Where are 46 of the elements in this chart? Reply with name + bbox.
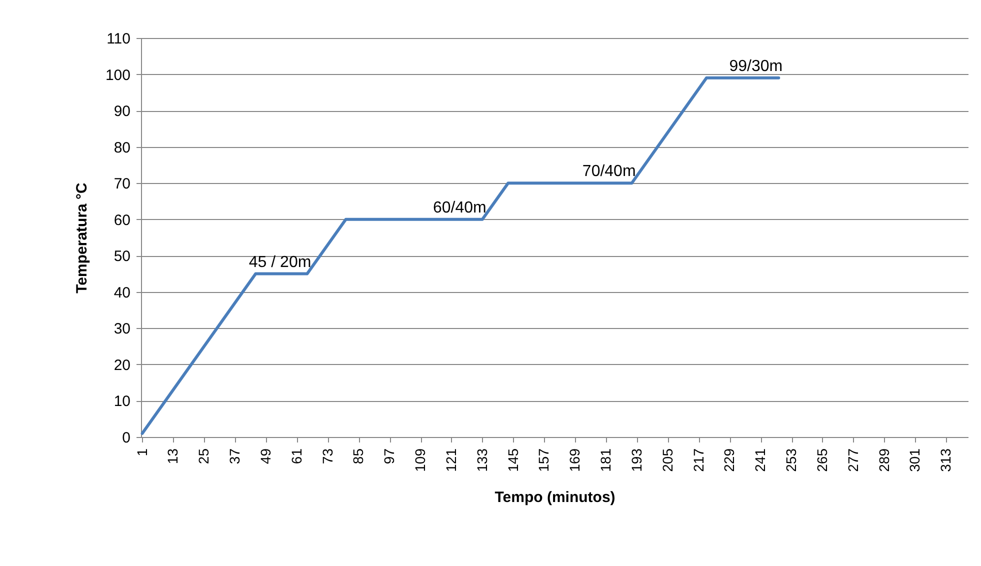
line-series	[140, 76, 780, 435]
x-tick-label: 109	[412, 448, 428, 472]
annotation: 70/40m	[582, 163, 636, 180]
annotation: 60/40m	[432, 199, 486, 216]
y-tick-label: 40	[114, 284, 130, 302]
x-tick-label: 193	[628, 448, 644, 472]
y-tick-label: 30	[114, 320, 130, 338]
y-tick-label: 60	[114, 212, 130, 229]
y-tick-label: 20	[114, 356, 130, 374]
y-tick-label: 70	[114, 176, 130, 193]
x-tick-label: 301	[906, 448, 923, 472]
x-tick-label: 157	[536, 448, 552, 472]
annotation: 45 / 20m	[248, 254, 312, 271]
x-tick-label: 133	[474, 448, 490, 472]
x-tick-label: 181	[598, 448, 614, 472]
x-tick-label: 145	[504, 448, 521, 472]
x-axis-title: Tempo (minutos)	[494, 488, 616, 506]
x-tick-label: 229	[721, 448, 738, 472]
x-tick-label: 61	[288, 448, 304, 464]
x-tick-label: 25	[196, 448, 212, 464]
x-tick-label: 205	[659, 448, 676, 472]
x-tick-label: 73	[319, 448, 336, 464]
x-tick-label: 121	[442, 448, 459, 472]
y-tick-label: 50	[114, 248, 130, 266]
x-tick-label: 85	[350, 448, 366, 464]
y-tick-label: 100	[105, 66, 130, 84]
y-tick-label: 90	[114, 103, 130, 120]
y-tick-label: 110	[106, 30, 130, 48]
x-tick-label: 1	[134, 448, 150, 456]
x-tick-label: 97	[381, 448, 398, 464]
x-tick-label: 241	[752, 448, 768, 472]
x-tick-label: 313	[938, 448, 954, 472]
x-tick-label: 13	[164, 448, 181, 464]
x-tick-label: 265	[814, 448, 830, 472]
y-tick-label: 0	[122, 430, 130, 446]
y-axis-title: Temperatura °C	[73, 182, 90, 294]
x-tick-label: 49	[257, 448, 274, 464]
x-tick-label: 253	[783, 448, 800, 472]
y-tick-label: 10	[114, 393, 130, 410]
x-tick-label: 169	[566, 448, 583, 472]
x-tick-label: 37	[226, 448, 243, 464]
x-tick-label: 217	[690, 448, 706, 472]
y-tick-label: 80	[114, 139, 130, 156]
x-tick-label: 289	[876, 448, 892, 472]
annotation: 99/30m	[729, 58, 783, 75]
x-tick-label: 277	[844, 448, 861, 472]
